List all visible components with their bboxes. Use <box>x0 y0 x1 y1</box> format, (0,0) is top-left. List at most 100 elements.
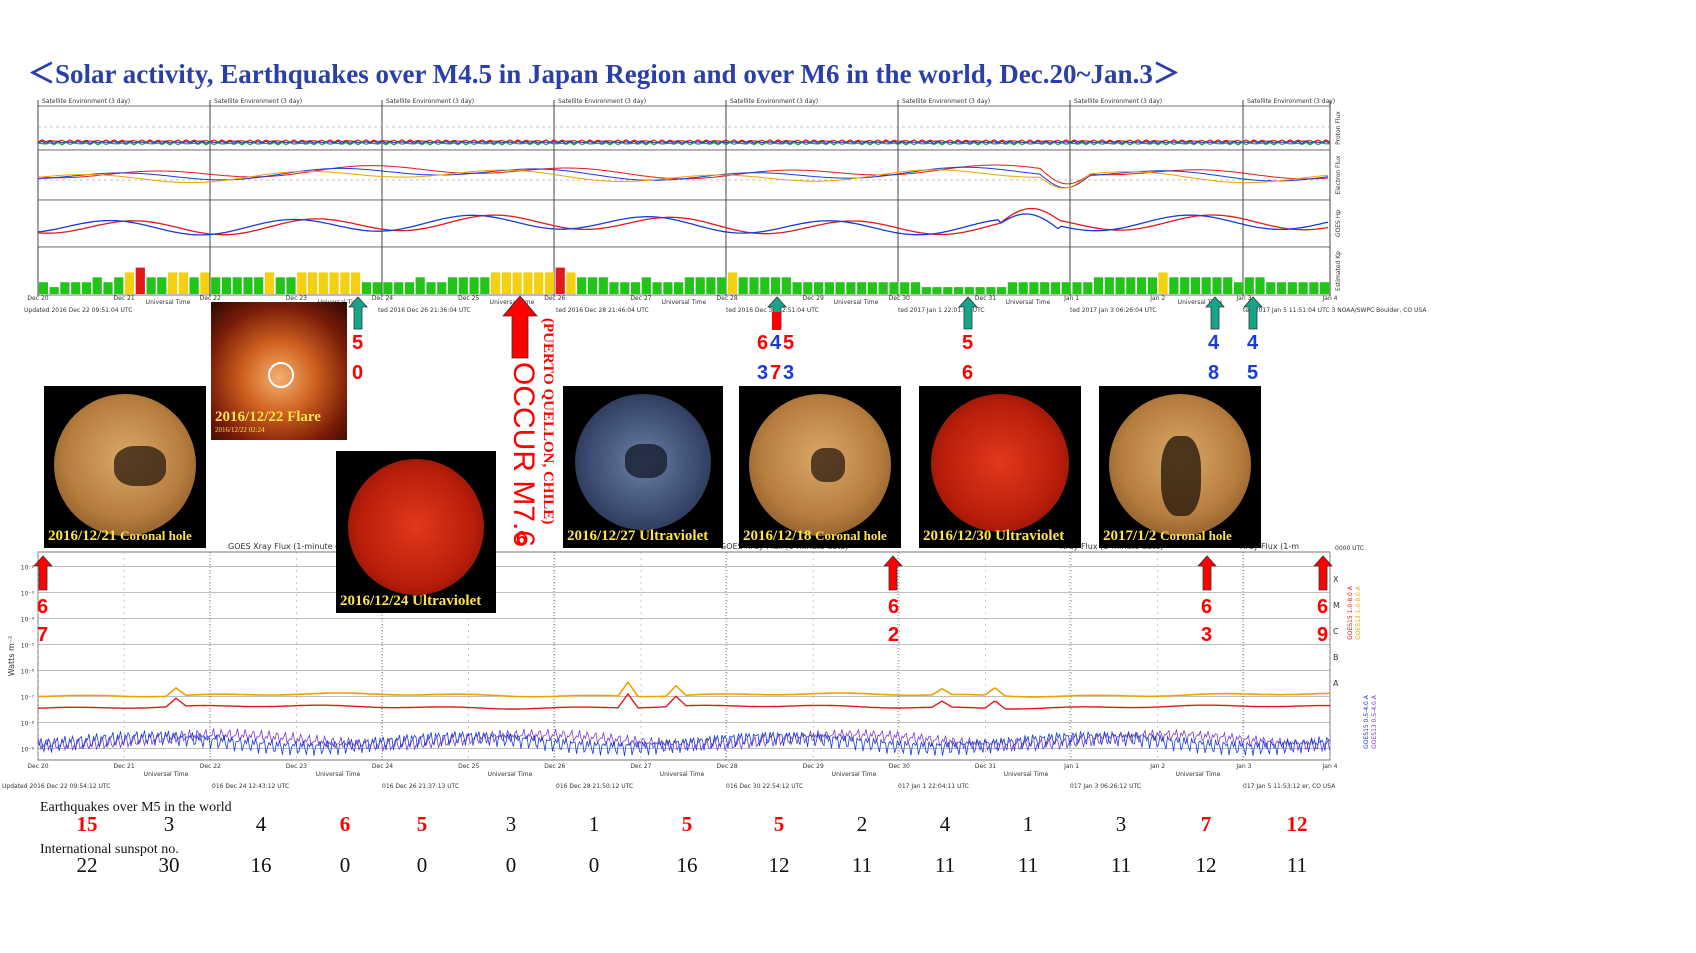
sat-row-frame <box>37 246 1331 296</box>
thumb-coronal-hole-1218: 2016/12/18 Coronal hole <box>739 386 901 548</box>
sat-day-label: Dec 22 <box>200 295 221 302</box>
satellite-environment-panel: Satellite Environment (3 day) Satellite E… <box>24 98 1427 314</box>
kp-bar <box>501 272 511 294</box>
sat-updated-text: ted 2017 Jan 1 22:01:04 UTC <box>898 307 985 314</box>
sat-axis-label: GOES Hp <box>1335 210 1342 237</box>
kp-bar <box>92 277 102 294</box>
kp-bar <box>1201 277 1211 294</box>
xray-updated-text: 017 Jan 5 11:53:12 er, CO USA <box>1243 783 1336 790</box>
xray-utc-label: 0000 UTC <box>1335 545 1364 552</box>
sat-day-label: Dec 25 <box>458 295 479 302</box>
xray-tick-label: 10⁻⁶ <box>21 668 35 675</box>
kp-bar <box>975 287 985 294</box>
kp-bar <box>889 282 899 294</box>
kp-bar <box>168 272 178 294</box>
thumb-sub: Coronal hole <box>815 528 887 543</box>
xray-day-label: Dec 24 <box>372 763 393 770</box>
kp-bar <box>1147 277 1157 294</box>
kp-bar <box>663 282 673 294</box>
kp-bar <box>717 277 727 294</box>
sat-day-label: Dec 24 <box>372 295 393 302</box>
kp-bar <box>1287 282 1297 294</box>
xray-class-letter: X <box>1333 575 1339 584</box>
eq-count-cell: 3 <box>1115 812 1127 836</box>
kp-bar <box>351 272 361 294</box>
kp-bar <box>1040 282 1050 294</box>
xray-panel-title: Xray Flux (1-m <box>1240 542 1299 551</box>
xray-updated-text: 017 Jan 3 06:26:12 UTC <box>1070 783 1141 790</box>
page-title: ＜Solar activity, Earthquakes over M4.5 i… <box>28 59 1180 89</box>
kp-bar <box>706 277 716 294</box>
eq-count-cell: 1 <box>1022 812 1034 836</box>
kp-bar <box>340 272 350 294</box>
world-quake-digit: 6 <box>37 596 49 618</box>
kp-bar <box>1061 282 1071 294</box>
m7-red-arrow <box>502 295 538 359</box>
green-up-arrow <box>1243 296 1263 330</box>
kp-bar <box>598 277 608 294</box>
kp-bar <box>415 277 425 294</box>
kp-bar <box>1029 282 1039 294</box>
kp-bar <box>770 277 781 294</box>
kp-bar <box>243 277 253 294</box>
eq-count-cell: 2 <box>856 812 868 836</box>
red-up-arrow <box>1313 555 1333 591</box>
kp-bar <box>878 282 888 294</box>
sat-xlabel: Universal Time <box>146 299 191 306</box>
quake-magnitude-digit: 5 <box>1247 362 1259 384</box>
kp-bar <box>803 282 813 294</box>
xray-frame <box>37 551 1331 761</box>
kp-bar <box>1083 282 1093 294</box>
sat-day-label: Dec 21 <box>114 295 135 302</box>
kp-bar <box>824 282 834 294</box>
quake-magnitude-digit: 6 <box>962 362 974 384</box>
xray-xlabel: Universal Time <box>316 771 361 778</box>
kp-bar <box>200 272 210 294</box>
quake-magnitude-digit: 4 <box>1208 332 1220 354</box>
kp-bar <box>835 282 845 294</box>
xray-updated-text: 016 Dec 26 21:37:13 UTC <box>382 783 459 790</box>
xray-updated-text: 016 Dec 24 12:43:12 UTC <box>212 783 289 790</box>
kp-bar <box>254 277 264 294</box>
kp-bar <box>932 287 942 294</box>
xray-day-label: Dec 28 <box>717 763 738 770</box>
xray-ylabel: Watts m⁻² <box>7 636 16 677</box>
sunspot-cell: 0 <box>505 853 517 877</box>
kp-bar <box>1169 277 1179 294</box>
world-quake-digit: 2 <box>888 624 900 646</box>
sat-xlabel: Universal Time <box>1178 299 1223 306</box>
kp-bar <box>943 287 953 294</box>
thumb-sub: Coronal hole <box>120 528 192 543</box>
sat-day-label: Jan 1 <box>1063 295 1079 302</box>
eq-count-cell: 4 <box>255 812 267 836</box>
sunspot-cell: 0 <box>339 853 351 877</box>
sunspot-cell: 0 <box>416 853 428 877</box>
kp-bar <box>458 277 468 294</box>
xray-day-label: Jan 2 <box>1149 763 1165 770</box>
m7-occur-note: OCCUR M7.6 <box>507 362 540 548</box>
quake-magnitude-digit: 3 <box>783 362 795 384</box>
sat-day-label: Dec 23 <box>286 295 307 302</box>
kp-bar <box>781 277 791 294</box>
xray-updated-text: 016 Dec 28 21:50:12 UTC <box>556 783 633 790</box>
kp-bar <box>211 277 221 294</box>
eq-count-cell: 1 <box>588 812 600 836</box>
green-up-arrow <box>348 296 368 330</box>
xray-series-label: GOES15 1.0-8.0 A <box>1347 585 1354 640</box>
green-up-arrow <box>1205 296 1225 330</box>
xray-xlabel: Universal Time <box>1004 771 1049 778</box>
kp-bar <box>114 277 124 294</box>
xray-day-label: Dec 22 <box>200 763 221 770</box>
sat-day-label: Dec 27 <box>630 295 651 302</box>
quake-magnitude-digit: 5 <box>783 332 795 354</box>
xray-panel-title: GOES Xray Flux (1-minute data) <box>228 542 356 551</box>
kp-bar <box>867 282 877 294</box>
sunspot-cell: 11 <box>934 853 956 877</box>
kp-bar <box>738 277 748 294</box>
thumb-caption: 2016/12/18 <box>743 528 812 544</box>
sat-row-frame <box>37 199 1331 248</box>
eq-count-cell: 12 <box>1286 812 1308 836</box>
sat-day-label: Dec 29 <box>803 295 824 302</box>
kp-bar <box>1180 277 1190 294</box>
xray-xlabel: Universal Time <box>1176 771 1221 778</box>
